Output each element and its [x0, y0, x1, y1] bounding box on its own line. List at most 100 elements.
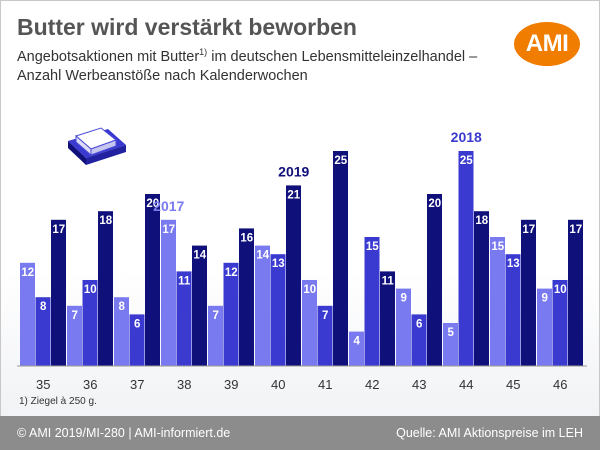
bar-2019-kw43	[427, 194, 442, 366]
value-label-2017-kw41: 10	[303, 284, 316, 296]
bar-2019-kw46	[568, 219, 583, 366]
value-label-2019-kw42: 11	[382, 275, 395, 287]
bar-2017-kw40	[255, 245, 270, 366]
bar-2017-kw42	[349, 331, 364, 366]
x-tick-label-45: 45	[506, 377, 520, 392]
x-tick-label-35: 35	[36, 377, 50, 392]
value-label-2018-kw38: 11	[178, 275, 191, 287]
ami-logo-text: AMI	[525, 30, 569, 57]
bar-2018-kw37	[129, 314, 145, 366]
bar-2019-kw42	[380, 271, 395, 366]
bar-2019-kw41	[333, 151, 348, 366]
subtitle-line-1-end: im deutschen Lebensmitteleinzelhandel –	[207, 49, 478, 65]
bar-2018-kw35	[35, 297, 51, 366]
value-label-2019-kw45: 17	[522, 224, 535, 236]
footnote-marker: 1)	[199, 47, 208, 58]
bar-2017-kw35	[20, 262, 35, 366]
value-label-2019-kw46: 17	[569, 224, 582, 236]
series-label-2018: 2018	[451, 129, 482, 145]
bar-2017-kw44	[443, 323, 458, 366]
ami-logo: AMI	[514, 22, 580, 66]
value-label-2018-kw41: 7	[322, 310, 328, 322]
bar-2017-kw46	[537, 288, 552, 366]
value-label-2019-kw43: 20	[428, 198, 441, 210]
bar-2017-kw36	[67, 305, 82, 366]
value-label-2018-kw36: 10	[84, 284, 97, 296]
bar-2017-kw43	[396, 288, 411, 366]
x-tick-label-43: 43	[412, 377, 426, 392]
value-label-2017-kw39: 7	[213, 310, 219, 322]
x-tick-label-41: 41	[318, 377, 332, 392]
series-label-2019: 2019	[278, 163, 309, 179]
value-label-2017-kw44: 5	[448, 327, 455, 339]
value-label-2018-kw37: 6	[134, 318, 140, 330]
footnote: 1) Ziegel à 250 g.	[19, 396, 97, 407]
bar-2018-kw38	[176, 271, 192, 366]
footer-bar: © AMI 2019/MI-280 | AMI-informiert.de Qu…	[0, 416, 600, 450]
value-label-2019-kw40: 21	[287, 189, 300, 201]
value-label-2018-kw45: 13	[507, 258, 520, 270]
bar-2017-kw45	[490, 237, 505, 366]
value-label-2019-kw37: 20	[146, 198, 159, 210]
bar-2019-kw45	[521, 219, 536, 366]
value-label-2019-kw41: 25	[334, 155, 347, 167]
x-tick-label-44: 44	[459, 377, 473, 392]
bar-2019-kw35	[51, 219, 66, 366]
bar-2018-kw43	[411, 314, 427, 366]
value-label-2018-kw46: 10	[554, 284, 567, 296]
value-label-2017-kw35: 12	[21, 267, 34, 279]
value-label-2018-kw42: 15	[366, 241, 379, 253]
bar-2019-kw44	[474, 211, 489, 366]
x-tick-label-36: 36	[83, 377, 97, 392]
value-label-2017-kw37: 8	[119, 301, 126, 313]
x-tick-label-42: 42	[365, 377, 379, 392]
bar-2018-kw42	[364, 237, 380, 366]
value-label-2017-kw46: 9	[542, 293, 548, 305]
bar-2019-kw37	[145, 194, 160, 366]
bar-2017-kw37	[114, 297, 129, 366]
footer-source: Quelle: AMI Aktionspreise im LEH	[396, 426, 583, 440]
bar-2018-kw41	[317, 305, 333, 366]
bar-2018-kw46	[552, 280, 568, 366]
value-label-2017-kw40: 14	[256, 250, 269, 262]
value-label-2017-kw43: 9	[401, 293, 407, 305]
bar-2017-kw38	[161, 219, 176, 366]
bar-2018-kw36	[82, 280, 98, 366]
bar-2018-kw44	[458, 151, 474, 366]
value-label-2017-kw42: 4	[354, 336, 361, 348]
bar-2019-kw36	[98, 211, 113, 366]
x-tick-label-39: 39	[224, 377, 238, 392]
x-tick-label-37: 37	[130, 377, 144, 392]
bar-2018-kw40	[270, 254, 286, 366]
value-label-2017-kw38: 17	[162, 224, 175, 236]
bar-2017-kw41	[302, 280, 317, 366]
value-label-2018-kw44: 25	[460, 155, 473, 167]
value-label-2019-kw35: 17	[52, 224, 65, 236]
value-label-2019-kw36: 18	[99, 215, 112, 227]
footer-copyright: © AMI 2019/MI-280 | AMI-informiert.de	[17, 426, 231, 440]
value-label-2018-kw43: 6	[416, 318, 422, 330]
x-tick-label-38: 38	[177, 377, 191, 392]
subtitle-line-2: Anzahl Werbeanstöße nach Kalenderwochen	[17, 68, 308, 84]
subtitle-line-1-start: Angebotsaktionen mit Butter	[17, 49, 200, 65]
x-tick-label-46: 46	[553, 377, 567, 392]
value-label-2017-kw36: 7	[72, 310, 78, 322]
value-label-2019-kw39: 16	[240, 232, 253, 244]
x-tick-label-40: 40	[271, 377, 285, 392]
bar-2019-kw39	[239, 228, 254, 366]
page-subtitle: Angebotsaktionen mit Butter1) im deutsch…	[17, 48, 497, 86]
value-label-2018-kw40: 13	[272, 258, 285, 270]
bar-2019-kw40	[286, 185, 301, 366]
value-label-2019-kw44: 18	[475, 215, 488, 227]
value-label-2017-kw45: 15	[491, 241, 504, 253]
bar-2017-kw39	[208, 305, 223, 366]
value-label-2018-kw35: 8	[40, 301, 47, 313]
subtitle-line-1: Angebotsaktionen mit Butter1) im deutsch…	[17, 48, 497, 67]
bar-2019-kw38	[192, 245, 207, 366]
bar-2018-kw39	[223, 262, 239, 366]
bar-2018-kw45	[505, 254, 521, 366]
value-label-2018-kw39: 12	[225, 267, 238, 279]
page-title: Butter wird verstärkt beworben	[17, 14, 357, 40]
value-label-2019-kw38: 14	[193, 250, 206, 262]
